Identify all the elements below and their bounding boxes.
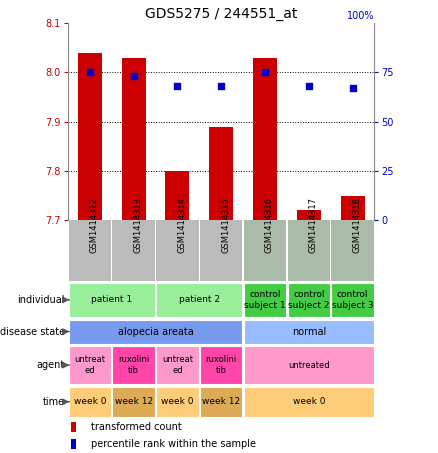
Text: untreat
ed: untreat ed	[74, 356, 105, 375]
Bar	[244, 283, 286, 317]
Text: transformed count: transformed count	[91, 422, 182, 432]
Bar	[112, 387, 155, 417]
Bar	[122, 58, 145, 220]
Text: disease state: disease state	[0, 327, 65, 337]
Bar	[200, 347, 243, 384]
Bar	[244, 220, 286, 281]
Bar	[287, 283, 330, 317]
Text: percentile rank within the sample: percentile rank within the sample	[91, 439, 256, 448]
Text: GSM1414317: GSM1414317	[309, 197, 318, 253]
Text: GSM1414318: GSM1414318	[353, 197, 362, 253]
Bar	[244, 347, 374, 384]
Bar	[78, 53, 102, 220]
Text: control
subject 1: control subject 1	[244, 290, 286, 309]
Bar	[166, 171, 190, 220]
Text: patient 2: patient 2	[179, 295, 220, 304]
Text: normal: normal	[292, 327, 326, 337]
Bar	[156, 220, 198, 281]
Point	[130, 72, 137, 80]
Text: GSM1414314: GSM1414314	[177, 197, 187, 253]
Point	[218, 82, 225, 90]
Text: individual: individual	[18, 295, 65, 305]
Point	[86, 69, 93, 76]
Text: week 12: week 12	[114, 397, 153, 406]
Bar	[244, 387, 374, 417]
Bar	[341, 196, 364, 220]
Text: time: time	[42, 397, 65, 407]
Text: 100%: 100%	[347, 11, 374, 21]
Text: alopecia areata: alopecia areata	[118, 327, 193, 337]
Point	[174, 82, 181, 90]
Bar	[332, 220, 374, 281]
Text: week 12: week 12	[202, 397, 240, 406]
Point	[261, 69, 268, 76]
Text: GSM1414316: GSM1414316	[265, 197, 274, 253]
Bar	[244, 319, 374, 344]
Text: untreat
ed: untreat ed	[162, 356, 193, 375]
Bar	[68, 387, 111, 417]
Bar	[332, 283, 374, 317]
Text: ruxolini
tib: ruxolini tib	[205, 356, 237, 375]
Bar	[68, 347, 111, 384]
Bar	[112, 347, 155, 384]
Bar	[68, 220, 111, 281]
Text: untreated: untreated	[288, 361, 330, 370]
Text: agent: agent	[37, 360, 65, 370]
Point	[349, 85, 356, 92]
Bar	[68, 319, 243, 344]
Bar	[297, 210, 321, 220]
Text: patient 1: patient 1	[91, 295, 132, 304]
Bar	[200, 220, 243, 281]
Bar	[156, 283, 243, 317]
Text: week 0: week 0	[74, 397, 106, 406]
Bar	[253, 58, 277, 220]
Text: GSM1414315: GSM1414315	[221, 197, 230, 253]
Text: ruxolini
tib: ruxolini tib	[118, 356, 149, 375]
Bar	[200, 387, 243, 417]
Text: GSM1414313: GSM1414313	[134, 197, 143, 253]
Bar	[156, 387, 198, 417]
Bar	[287, 220, 330, 281]
Point	[305, 82, 312, 90]
Bar	[71, 439, 76, 448]
Bar	[209, 126, 233, 220]
Bar	[156, 347, 198, 384]
Text: week 0: week 0	[161, 397, 194, 406]
Title: GDS5275 / 244551_at: GDS5275 / 244551_at	[145, 7, 297, 21]
Bar	[112, 220, 155, 281]
Bar	[71, 422, 76, 432]
Bar	[68, 283, 155, 317]
Text: week 0: week 0	[293, 397, 325, 406]
Text: control
subject 2: control subject 2	[288, 290, 329, 309]
Text: control
subject 3: control subject 3	[332, 290, 374, 309]
Text: GSM1414312: GSM1414312	[90, 197, 99, 253]
